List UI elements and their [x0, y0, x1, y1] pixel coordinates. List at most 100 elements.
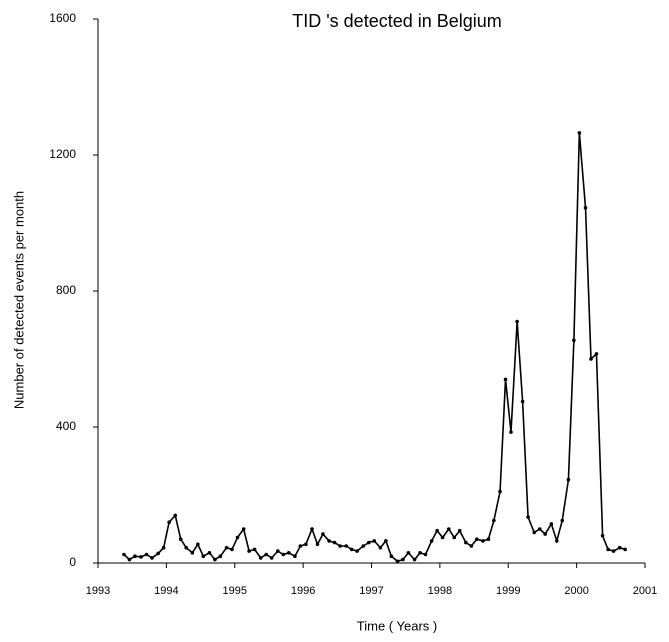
- data-point: [173, 513, 178, 518]
- data-point: [304, 542, 308, 547]
- data-point: [509, 430, 513, 434]
- data-point: [389, 554, 394, 558]
- data-point: [184, 545, 189, 550]
- data-point: [464, 540, 468, 545]
- x-tick-label: 1994: [154, 585, 178, 597]
- data-point: [418, 551, 422, 555]
- data-point: [133, 554, 137, 558]
- data-point: [258, 556, 263, 560]
- x-tick-label: 2000: [564, 585, 588, 597]
- data-point: [543, 532, 547, 536]
- data-point: [395, 559, 400, 564]
- data-point: [161, 545, 166, 550]
- data-point: [520, 399, 525, 404]
- x-tick-label: 1999: [496, 585, 520, 597]
- data-point: [537, 527, 542, 531]
- data-point: [281, 552, 286, 557]
- y-tick-label: 800: [56, 283, 76, 297]
- data-point: [247, 549, 251, 553]
- data-point: [150, 556, 154, 560]
- data-point: [230, 547, 234, 552]
- data-point: [213, 557, 217, 562]
- data-point: [492, 518, 496, 523]
- x-axis-label: Time ( Years ): [357, 618, 437, 633]
- x-tick-label: 1995: [223, 585, 247, 597]
- data-point: [486, 537, 491, 541]
- x-tick-label: 1997: [359, 585, 383, 597]
- data-point: [224, 545, 229, 550]
- data-point: [384, 539, 388, 543]
- data-point: [293, 554, 297, 558]
- data-point: [361, 544, 366, 548]
- y-tick-label: 400: [56, 419, 76, 433]
- data-point: [252, 547, 257, 552]
- data-point: [549, 522, 554, 526]
- data-point: [349, 547, 354, 552]
- data-point: [452, 535, 457, 540]
- data-point: [344, 544, 349, 548]
- data-point: [572, 338, 576, 343]
- data-point: [156, 551, 160, 556]
- data-point: [560, 518, 565, 523]
- x-tick-label: 1993: [86, 585, 110, 597]
- data-line: [123, 132, 626, 563]
- y-tick-label: 1200: [49, 147, 76, 161]
- data-point: [606, 547, 610, 552]
- data-point: [469, 544, 474, 548]
- data-point: [144, 552, 149, 557]
- data-point: [474, 537, 479, 541]
- data-point: [515, 319, 519, 324]
- data-point: [566, 477, 571, 482]
- data-point: [372, 539, 377, 543]
- data-point: [503, 377, 508, 382]
- y-tick-label: 1600: [49, 11, 76, 25]
- data-point: [440, 535, 445, 540]
- data-point: [218, 554, 223, 558]
- data-point: [310, 527, 314, 531]
- data-point: [276, 549, 280, 553]
- data-point: [378, 545, 383, 550]
- data-point: [286, 551, 291, 555]
- data-point: [429, 539, 434, 543]
- data-point: [594, 352, 599, 356]
- data-point: [577, 131, 582, 135]
- data-point: [327, 539, 331, 543]
- y-tick-label: 0: [69, 555, 76, 569]
- data-point: [190, 551, 195, 555]
- data-point: [583, 205, 588, 210]
- data-point: [435, 528, 439, 533]
- y-axis-label: Number of detected events per month: [11, 191, 26, 409]
- data-point: [332, 540, 337, 545]
- data-point: [457, 528, 462, 533]
- data-point: [412, 557, 417, 562]
- data-point: [178, 537, 183, 541]
- data-point: [498, 489, 502, 494]
- data-point: [207, 551, 212, 555]
- x-tick-label: 2001: [633, 585, 657, 597]
- data-point: [423, 552, 428, 557]
- data-point: [355, 549, 359, 553]
- data-point: [401, 557, 405, 562]
- data-point: [321, 532, 325, 536]
- data-point: [446, 527, 451, 531]
- x-tick-label: 1998: [428, 585, 452, 597]
- data-point: [600, 534, 605, 538]
- data-point: [481, 539, 485, 543]
- x-tick-label: 1996: [291, 585, 315, 597]
- data-point: [366, 540, 371, 545]
- data-point: [264, 552, 269, 557]
- data-point: [196, 542, 200, 547]
- data-point: [269, 556, 274, 560]
- data-point: [122, 552, 126, 557]
- data-point: [554, 539, 559, 543]
- data-point: [235, 535, 240, 540]
- data-point: [532, 530, 537, 535]
- data-point: [611, 549, 616, 553]
- chart-title: TID 's detected in Belgium: [292, 11, 502, 31]
- data-point: [338, 544, 342, 548]
- data-point: [315, 542, 320, 547]
- data-point: [406, 551, 411, 555]
- data-point: [139, 555, 143, 559]
- data-point: [201, 554, 206, 558]
